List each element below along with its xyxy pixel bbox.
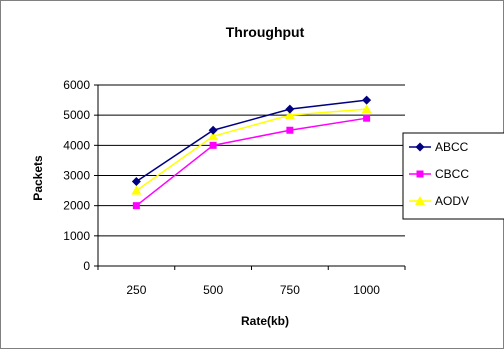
series-line (135, 99, 367, 183)
data-point (284, 110, 295, 120)
y-tick-label: 5000 (63, 108, 90, 122)
data-point (363, 114, 371, 122)
legend-label: CBCC (435, 167, 469, 181)
x-tick-label: 750 (280, 283, 300, 297)
y-tick-label: 3000 (63, 169, 90, 183)
data-point (415, 142, 425, 152)
data-point (132, 202, 140, 210)
series-line (135, 117, 367, 207)
data-point (209, 141, 217, 149)
data-point (362, 95, 372, 105)
x-axis-label: Rate(kb) (241, 314, 289, 328)
data-point (208, 131, 219, 141)
y-tick-label: 1000 (63, 229, 90, 243)
data-point (286, 126, 294, 134)
data-point (285, 104, 295, 114)
data-point (416, 170, 424, 178)
y-axis-label: Packets (31, 155, 45, 201)
x-tick-label: 1000 (353, 283, 380, 297)
y-tick-label: 0 (83, 259, 90, 273)
y-tick-label: 2000 (63, 199, 90, 213)
chart-title: Throughput (226, 24, 305, 40)
data-point (208, 125, 218, 135)
x-tick-label: 250 (126, 283, 146, 297)
legend-label: AODV (435, 194, 469, 208)
legend-label: ABCC (435, 140, 469, 154)
data-point (131, 177, 141, 187)
x-tick-label: 500 (203, 283, 223, 297)
data-point (415, 196, 425, 205)
series-line (135, 108, 367, 192)
data-point (361, 104, 372, 114)
data-point (131, 185, 142, 195)
y-tick-label: 4000 (63, 138, 90, 152)
y-tick-label: 6000 (63, 78, 90, 92)
